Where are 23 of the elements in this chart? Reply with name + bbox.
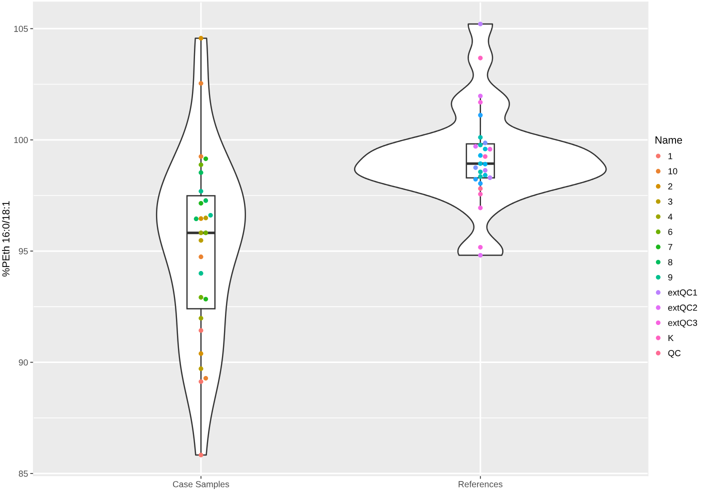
x-tick-label: References (458, 480, 502, 488)
legend-label: K (668, 334, 674, 341)
y-tick-label: 105 (14, 26, 28, 32)
y-tick-label: 85 (18, 470, 28, 477)
legend-label: 4 (668, 214, 672, 220)
y-tick-label: 90 (18, 359, 28, 366)
legend-label: extQC2 (668, 304, 698, 312)
legend-label: 10 (668, 168, 678, 174)
legend-label: 3 (668, 198, 672, 205)
y-axis-title: %PEth 16:0/18:1 (2, 201, 10, 277)
x-tick-label: Case Samples (172, 480, 230, 490)
legend-title: Name (656, 136, 682, 144)
legend-label: 8 (668, 259, 672, 266)
legend-label: extQC3 (668, 320, 698, 328)
legend-label: 7 (668, 244, 672, 250)
legend-label: 6 (668, 228, 672, 235)
legend-label: 9 (668, 274, 672, 280)
legend-label: extQC1 (668, 289, 698, 298)
y-tick-label: 100 (14, 136, 28, 144)
legend-label: QC (668, 350, 681, 358)
y-tick-label: 95 (18, 248, 28, 254)
legend-label: 1 (668, 153, 672, 160)
legend-label: 2 (668, 183, 672, 190)
